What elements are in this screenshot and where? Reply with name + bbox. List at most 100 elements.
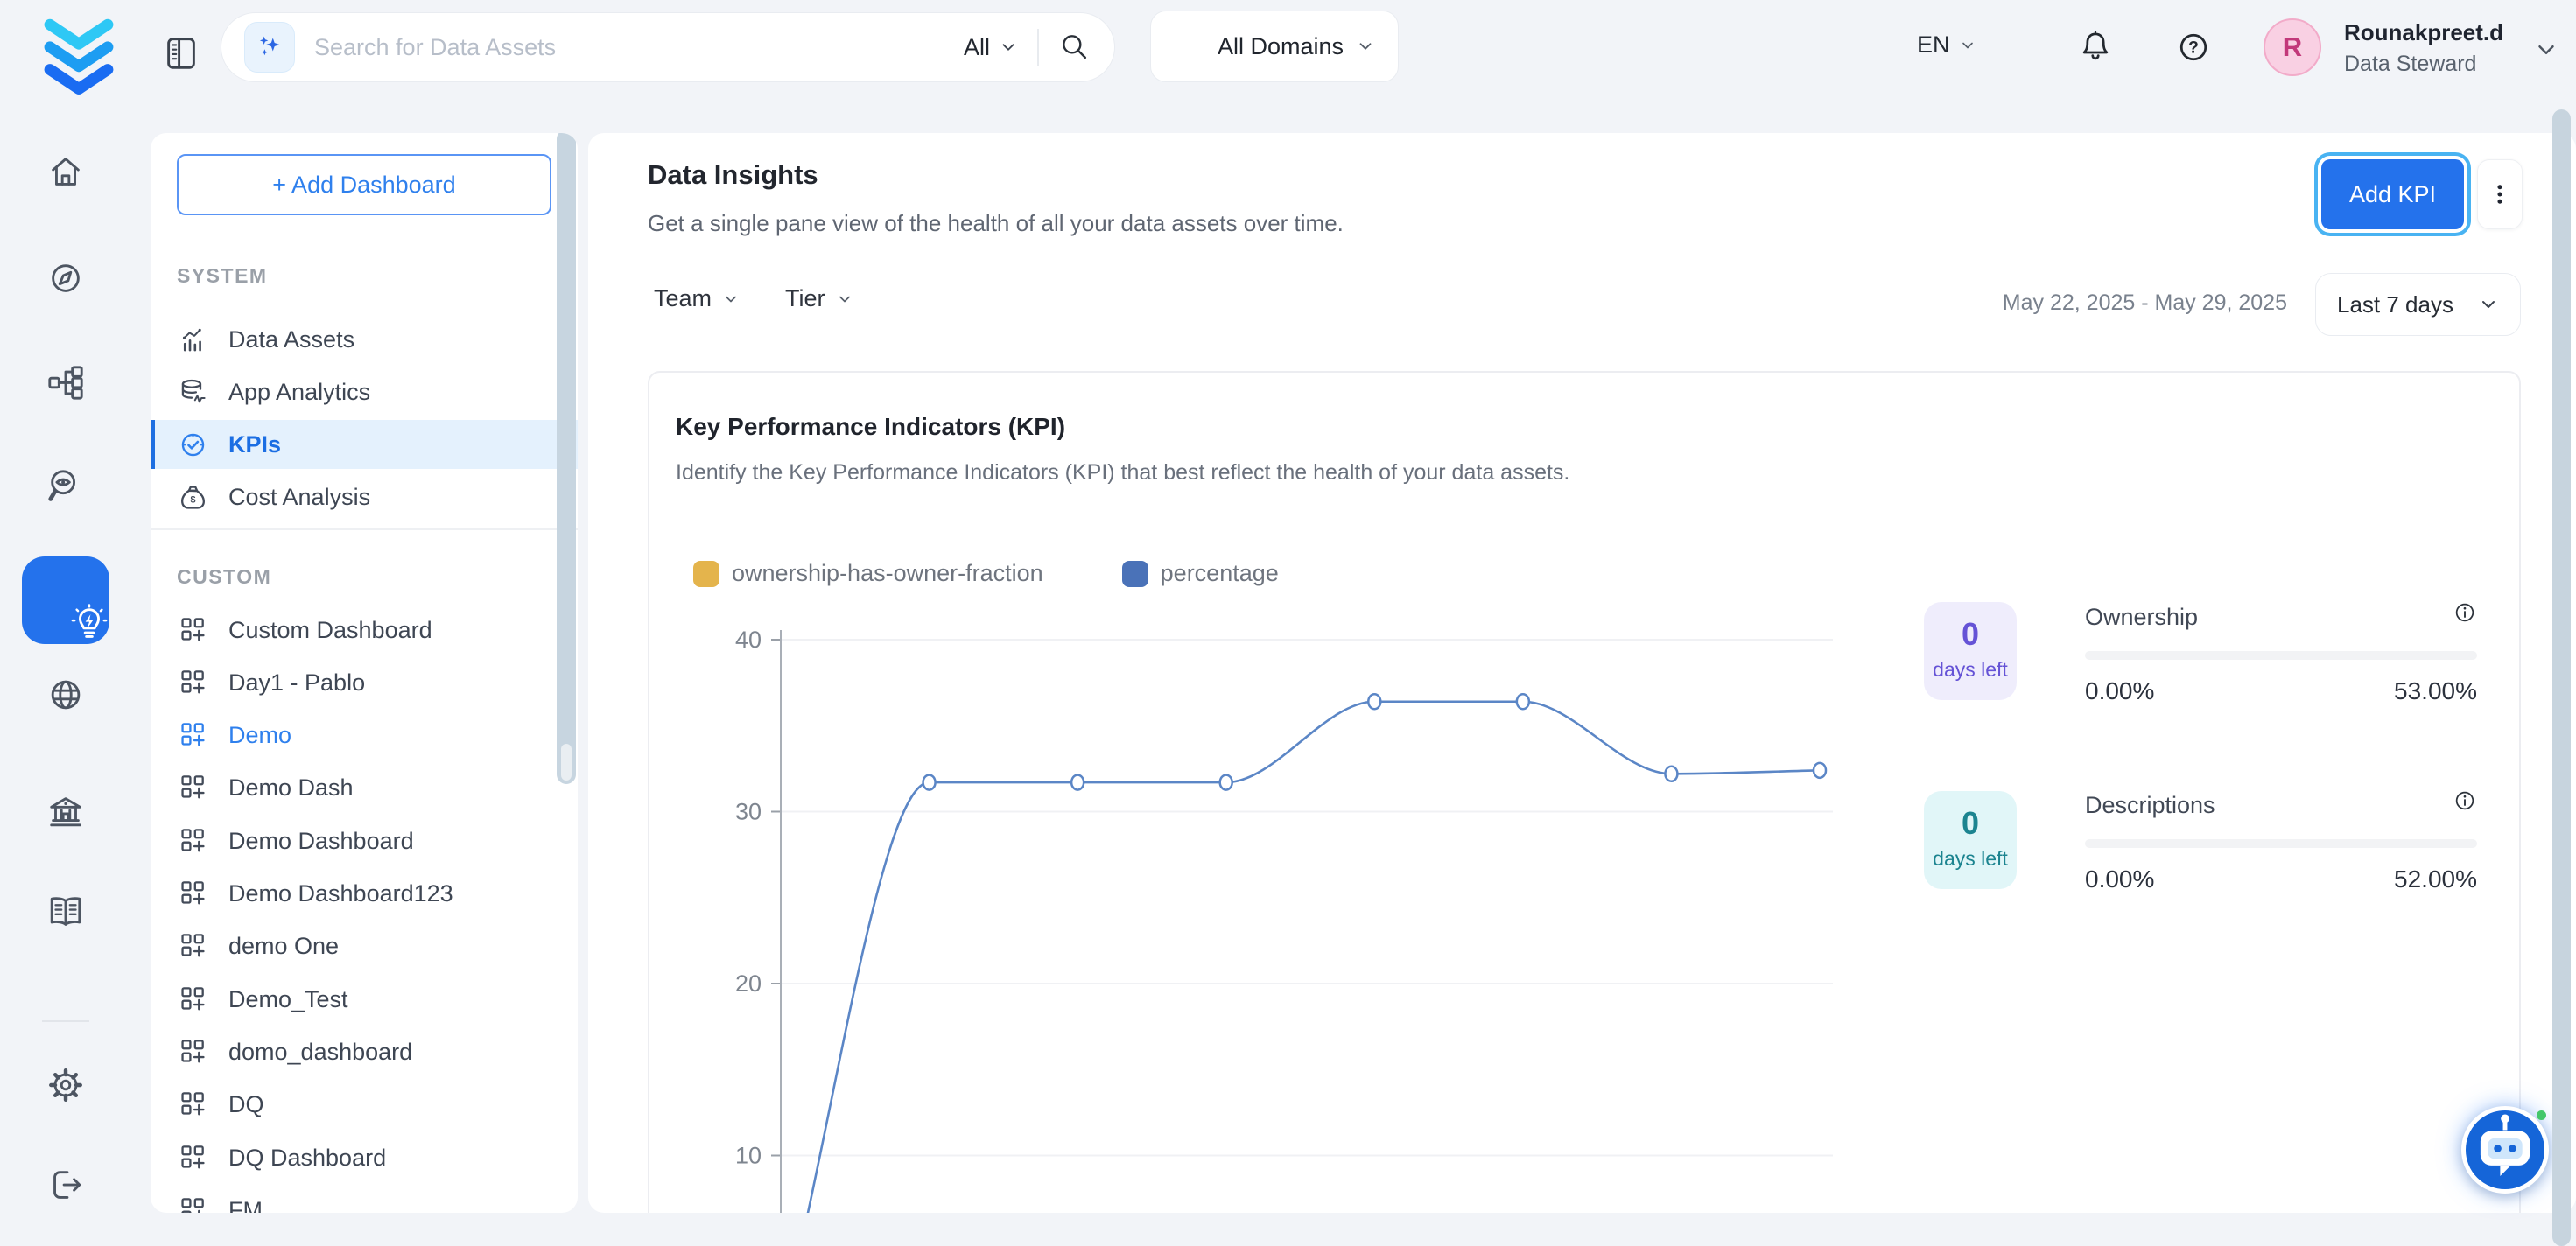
grid-plus-icon [177,1142,209,1174]
sidebar-scrollbar-thumb[interactable] [561,744,572,780]
global-search[interactable]: All [221,12,1115,82]
sidebar-item-label: Demo Dash [228,774,354,802]
chevron-down-icon [836,290,853,308]
info-icon[interactable] [2451,787,2479,815]
chart-legend: ownership-has-owner-fraction percentage [693,560,1279,587]
ai-sparkles-icon[interactable] [244,22,295,73]
rail-item-home[interactable] [46,151,86,192]
chevron-down-icon [1356,37,1375,56]
sidebar-section-custom: CUSTOM [177,565,272,588]
sidebar-item-label: App Analytics [228,378,371,405]
user-menu[interactable]: Rounakpreet.d Data Steward [2344,19,2528,77]
rail-item-logout[interactable] [46,1165,86,1205]
search-scope-dropdown[interactable]: All [964,34,1018,61]
sidebar-item-label: Data Assets [228,326,355,353]
sidebar-item-fm[interactable]: FM [151,1186,578,1213]
avatar[interactable]: R [2264,18,2321,76]
domains-dropdown[interactable]: All Domains [1150,10,1400,82]
grid-plus-icon [177,667,209,699]
rail-item-lineage[interactable] [46,362,86,402]
rail-item-governance-bank[interactable] [46,792,86,832]
bar-chart-icon [177,324,209,356]
sidebar-toggle-icon[interactable] [161,33,201,74]
more-options-kebab-icon[interactable] [2477,159,2523,229]
grid-plus-icon [177,825,209,858]
lineage-icon [46,362,86,402]
filter-tier-dropdown[interactable]: Tier [785,285,853,312]
grid-plus-icon [177,878,209,910]
money-bag-icon: $ [177,481,209,514]
legend-label: percentage [1160,560,1279,586]
sidebar-item-dq-dashboard[interactable]: DQ Dashboard [151,1133,578,1182]
range-selector-label: Last 7 days [2337,290,2453,318]
chatbot-button[interactable] [2461,1106,2549,1194]
add-kpi-button[interactable]: Add KPI [2321,159,2464,229]
chevron-down-icon [722,290,740,308]
language-label: EN [1917,32,1950,58]
range-selector-dropdown[interactable]: Last 7 days [2315,273,2521,336]
sidebar-item-data-assets[interactable]: Data Assets [151,315,578,364]
grid-plus-icon [177,930,209,962]
grid-plus-icon [177,719,209,752]
language-dropdown[interactable]: EN [1917,32,1976,59]
sidebar-item-demo-dashboard123[interactable]: Demo Dashboard123 [151,870,578,919]
info-icon[interactable] [2451,598,2479,626]
robot-icon [2480,1114,2530,1176]
glossary-book-icon [46,891,86,931]
chevron-down-icon [2478,294,2499,315]
grid-plus-icon [177,1088,209,1121]
sidebar-item-demo-dashboard[interactable]: Demo Dashboard [151,816,578,865]
filter-team-dropdown[interactable]: Team [654,285,740,312]
legend-item-percentage[interactable]: percentage [1121,560,1279,587]
gauge-icon [177,429,209,461]
sidebar-item-demo-test[interactable]: Demo_Test [151,975,578,1024]
window-scrollbar[interactable] [2552,109,2571,1246]
domains-globe-icon [46,675,86,715]
sidebar-item-dq[interactable]: DQ [151,1081,578,1130]
rail-item-settings-gear[interactable] [46,1065,86,1105]
sidebar-item-kpis[interactable]: KPIs [151,420,578,469]
help-icon[interactable]: ? [2174,28,2213,66]
rail-item-domains-globe[interactable] [46,675,86,715]
notifications-bell-icon[interactable] [2076,28,2115,66]
search-input[interactable] [314,33,944,61]
search-scope-label: All [963,33,990,60]
stat-progress-bar [2085,839,2477,848]
sidebar-scrollbar[interactable] [557,133,576,784]
search-icon[interactable] [1058,31,1091,64]
app-logo-icon[interactable] [40,12,117,98]
dashboards-sidebar: + Add Dashboard SYSTEM Data Assets App Ana… [151,133,578,1213]
svg-text:30: 30 [735,799,762,825]
sidebar-item-demo-one[interactable]: demo One [151,922,578,971]
online-status-dot [2537,1110,2546,1120]
rail-item-explore-compass[interactable] [46,258,86,298]
sidebar-item-app-analytics[interactable]: App Analytics [151,368,578,416]
logout-icon [46,1165,86,1205]
stat-range-start: 0.00% [2085,865,2155,892]
kpi-card: Key Performance Indicators (KPI) Identif… [648,371,2521,1213]
rail-item-discover[interactable] [46,466,86,507]
sidebar-item-demo[interactable]: Demo [151,711,578,760]
svg-text:?: ? [2188,38,2199,57]
sidebar-item-domo-dashboard[interactable]: domo_dashboard [151,1027,578,1076]
sidebar-item-cost-analysis[interactable]: $ Cost Analysis [151,472,578,522]
svg-text:20: 20 [735,970,762,997]
days-left-chip: 0 days left [1924,602,2017,700]
legend-swatch [693,560,719,587]
legend-item-ownership-has-owner-fraction[interactable]: ownership-has-owner-fraction [693,560,1043,587]
sidebar-item-demo-dash[interactable]: Demo Dash [151,764,578,813]
sidebar-item-custom-dashboard[interactable]: Custom Dashboard [151,606,578,654]
rail-item-insights[interactable] [22,556,109,644]
days-left-value: 0 [1961,616,1980,652]
database-icon [177,376,209,409]
avatar-initial: R [2282,32,2303,62]
user-menu-chevron-icon[interactable] [2533,37,2559,63]
rail-item-glossary-book[interactable] [46,891,86,931]
add-dashboard-button[interactable]: + Add Dashboard [177,154,551,215]
sidebar-item-day1-pablo[interactable]: Day1 - Pablo [151,658,578,707]
page-subtitle: Get a single pane view of the health of … [648,210,1344,236]
svg-text:$: $ [191,494,196,505]
globe-icon [1174,31,1205,62]
stat-label: Descriptions [2085,792,2215,818]
sidebar-item-label: KPIs [228,430,282,458]
